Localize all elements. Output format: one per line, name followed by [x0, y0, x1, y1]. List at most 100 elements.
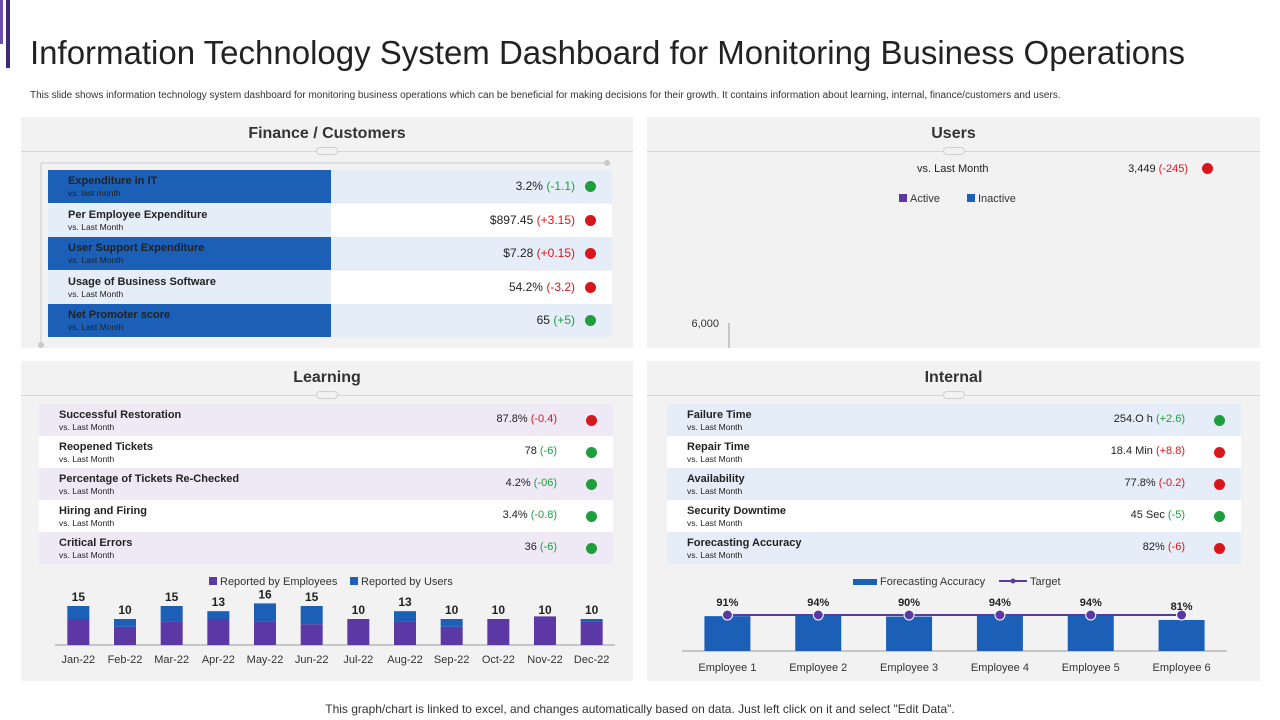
bar-users: [114, 619, 136, 627]
bar-employees: [347, 619, 370, 645]
bar-employees: [114, 626, 136, 645]
bar-data-label: 81%: [1171, 601, 1193, 613]
accent-bar: [6, 0, 10, 68]
kpi-row: Failure Time vs. Last Month 254.O h (+2.6): [667, 404, 1241, 436]
learning-bar-chart: 15 Jan-22 10 Feb-22 15 Mar-22 13 Apr-22 16 May-22…: [55, 587, 615, 666]
kpi-subtitle: vs. Last Month: [68, 322, 124, 332]
status-dot-icon: [586, 447, 597, 458]
kpi-label-cell: [48, 304, 331, 337]
bar-total-label: 15: [165, 590, 179, 604]
legend-square-icon: [209, 577, 217, 585]
target-point: [1085, 609, 1097, 621]
bar-total-label: 10: [445, 603, 459, 617]
x-tick-label: Apr-22: [202, 654, 235, 666]
legend-label: Reported by Employees: [220, 576, 338, 588]
bar-data-label: 94%: [1080, 597, 1102, 609]
kpi-number: 3.4%: [502, 509, 528, 521]
kpi-number: 77.8%: [1124, 477, 1156, 489]
kpi-delta: (+3.15): [536, 212, 575, 227]
kpi-value: 18.4 Min (+8.8): [1111, 445, 1185, 457]
kpi-name: Successful Restoration: [59, 409, 182, 421]
finance-panel: Finance / Customers Expenditure in IT vs.…: [21, 117, 633, 348]
x-tick-label: May-22: [247, 654, 284, 666]
kpi-value: 3.4% (-0.8): [503, 509, 557, 521]
kpi-subtitle: vs. Last Month: [687, 550, 743, 560]
x-tick-label: Mar-22: [154, 654, 189, 666]
kpi-value: 254.O h (+2.6): [1114, 413, 1185, 425]
footer-note: This graph/chart is linked to excel, and…: [325, 702, 955, 716]
kpi-value-cell: [331, 304, 612, 337]
kpi-value: 87.8% (-0.4): [496, 413, 557, 425]
bar-total-label: 15: [72, 590, 86, 604]
x-tick-label: Jul-22: [343, 654, 373, 666]
kpi-value: 65 (+5): [537, 313, 575, 327]
users-summary-value: 3,449 (-245): [1128, 163, 1188, 175]
bar-employees: [394, 621, 416, 645]
kpi-delta: (-6): [539, 445, 557, 457]
kpi-name: Expenditure in IT: [68, 175, 158, 187]
legend-label: Target: [1030, 576, 1061, 588]
x-tick-label: Jun-22: [295, 654, 329, 666]
x-tick-label: Employee 5: [1062, 662, 1120, 674]
kpi-row: Availability vs. Last Month 77.8% (-0.2): [667, 468, 1241, 500]
x-tick-label: Oct-22: [482, 654, 515, 666]
kpi-name: Forecasting Accuracy: [687, 537, 802, 549]
kpi-name: Security Downtime: [687, 505, 787, 517]
kpi-subtitle: vs. Last Month: [687, 454, 743, 464]
bar-employees: [300, 624, 323, 645]
kpi-name: Usage of Business Software: [68, 275, 216, 288]
kpi-value: 78 (-6): [525, 445, 557, 457]
users-summary-number: 3,449: [1128, 163, 1156, 175]
bar-users: [207, 611, 230, 619]
legend-label: Reported by Users: [361, 576, 453, 588]
legend-label: Inactive: [978, 193, 1016, 205]
kpi-number: 45 Sec: [1130, 509, 1165, 521]
kpi-number: 82%: [1142, 541, 1165, 553]
bar-employees: [534, 616, 556, 645]
legend-bar-icon: [853, 579, 877, 585]
status-dot-icon: [585, 181, 596, 192]
kpi-row: Percentage of Tickets Re-Checked vs. Last…: [39, 468, 613, 500]
kpi-number: 65: [536, 313, 550, 327]
x-tick-label: Aug-22: [387, 654, 422, 666]
users-panel: Users vs. Last Month 3,449 (-245) Active…: [647, 117, 1260, 348]
kpi-value: $7.28 (+0.15): [503, 246, 575, 260]
kpi-label-cell: [48, 270, 331, 304]
status-dot-icon: [586, 543, 597, 554]
kpi-name: Repair Time: [687, 441, 750, 453]
kpi-delta: (+8.8): [1155, 445, 1185, 457]
x-tick-label: Employee 6: [1153, 662, 1211, 674]
kpi-row: Per Employee Expenditure vs. Last Month $8…: [48, 203, 612, 237]
target-point: [721, 609, 733, 621]
kpi-row: Repair Time vs. Last Month 18.4 Min (+8.8): [667, 436, 1241, 468]
kpi-delta: (-1.1): [546, 179, 575, 193]
status-dot-icon: [1214, 447, 1225, 458]
kpi-subtitle: vs. Last Month: [687, 422, 743, 432]
users-title: Users: [931, 125, 976, 142]
kpi-row: Reopened Tickets vs. Last Month 78 (-6): [39, 436, 613, 468]
bar-total-label: 16: [258, 587, 272, 601]
bar-users: [67, 606, 90, 619]
kpi-delta: (-3.2): [546, 279, 575, 294]
y-tick-label: 6,000: [691, 318, 719, 330]
users-area-chart: 02,0004,0006,000Jan2022Feb2022Mar2022Apr…: [691, 318, 730, 348]
kpi-name: Net Promoter score: [68, 309, 171, 321]
x-tick-label: Feb-22: [108, 654, 143, 666]
kpi-number: 54.2%: [508, 279, 543, 294]
kpi-number: $897.45: [489, 212, 534, 227]
kpi-name: Critical Errors: [59, 537, 133, 549]
kpi-name: User Support Expenditure: [68, 242, 205, 254]
users-legend-inactive: Inactive: [967, 193, 1016, 205]
users-status-dot-icon: [1202, 163, 1213, 174]
bar-employees: [580, 621, 603, 645]
kpi-delta: (-0.8): [530, 509, 557, 521]
x-tick-label: Employee 4: [971, 662, 1029, 674]
legend-square-icon: [899, 194, 907, 202]
kpi-value-cell: [331, 237, 612, 270]
users-legend-active: Active: [899, 193, 940, 205]
kpi-row: Expenditure in IT vs. last month 3.2% (-1.…: [48, 170, 612, 203]
bar-data-label: 90%: [898, 597, 920, 609]
x-tick-label: Employee 1: [698, 662, 756, 674]
x-tick-label: Employee 2: [789, 662, 847, 674]
kpi-subtitle: vs. Last Month: [68, 221, 124, 232]
